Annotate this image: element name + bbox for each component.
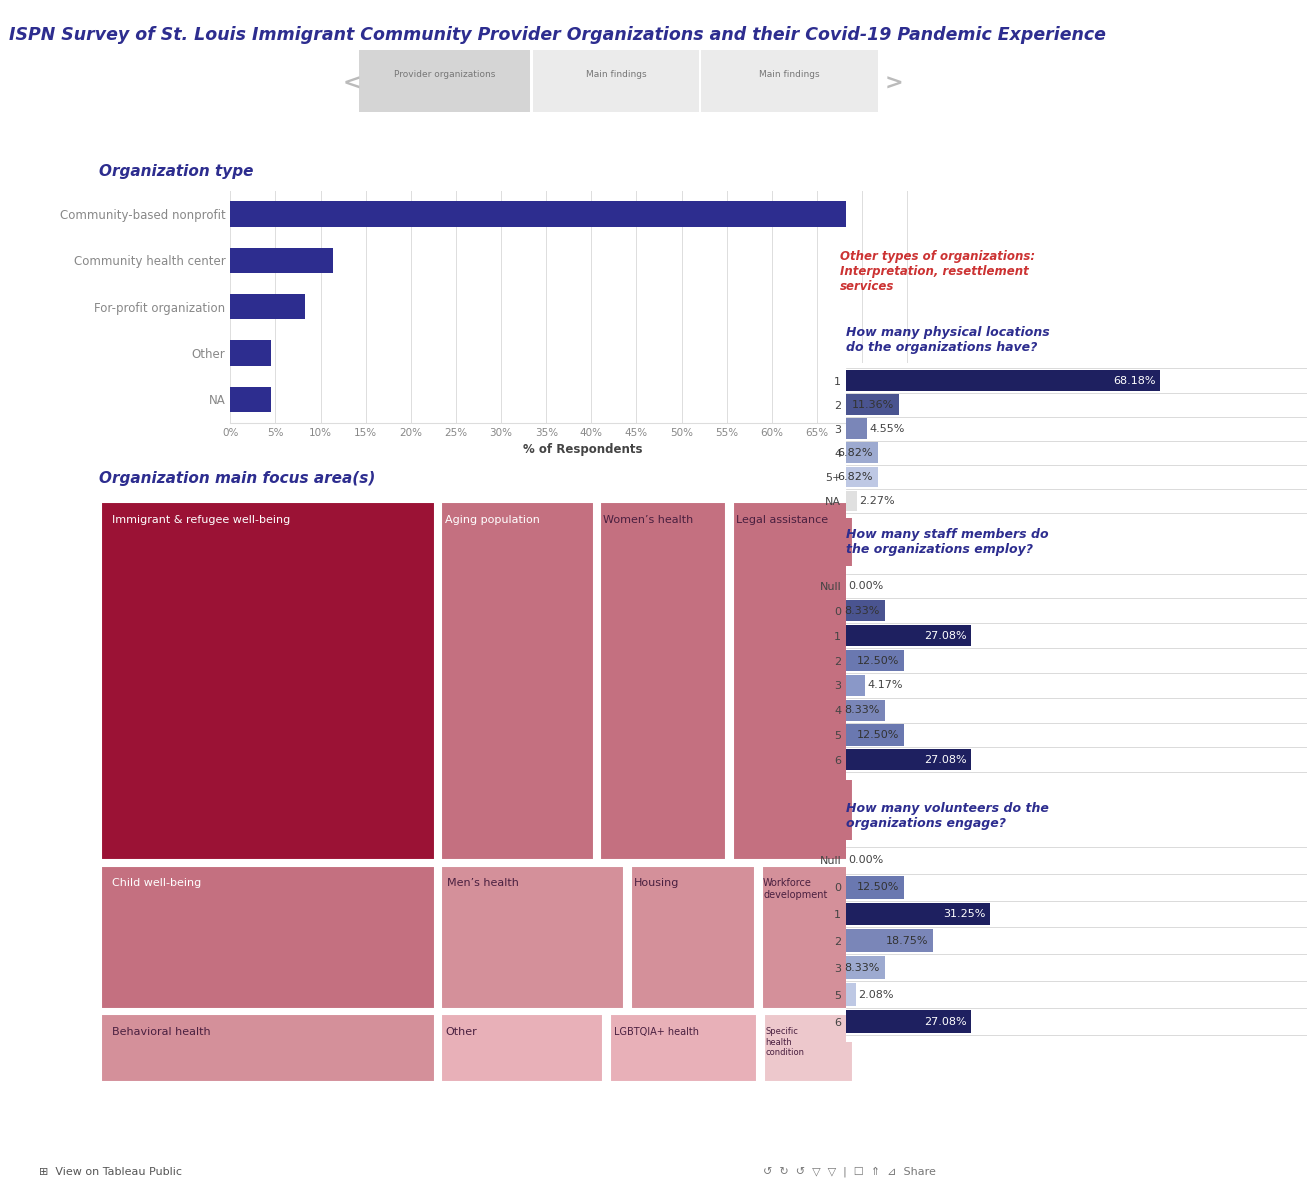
Bar bbox=[846, 929, 933, 953]
Text: How many physical locations
do the organizations have?: How many physical locations do the organ… bbox=[846, 325, 1050, 354]
Text: 4.55%: 4.55% bbox=[870, 424, 905, 434]
Text: Women’s health: Women’s health bbox=[603, 515, 694, 525]
Text: 12.50%: 12.50% bbox=[857, 883, 899, 892]
Bar bbox=[846, 675, 866, 696]
Bar bbox=[846, 491, 857, 511]
Bar bbox=[846, 650, 904, 671]
Bar bbox=[441, 866, 624, 1009]
Text: ↺  ↻  ↺  ▽  ▽  |  ☐  ⇑  ⊿  Share: ↺ ↻ ↺ ▽ ▽ | ☐ ⇑ ⊿ Share bbox=[763, 1166, 936, 1177]
Bar bbox=[846, 724, 904, 746]
Text: Aging population: Aging population bbox=[446, 515, 541, 525]
Bar bbox=[846, 956, 884, 979]
Text: Other: Other bbox=[446, 1027, 478, 1037]
Text: 31.25%: 31.25% bbox=[944, 909, 986, 919]
Text: 12.50%: 12.50% bbox=[857, 655, 899, 666]
Bar bbox=[441, 501, 594, 860]
Text: Immigrant & refugee well-being: Immigrant & refugee well-being bbox=[112, 515, 291, 525]
Bar bbox=[846, 903, 990, 925]
Text: 0.00%: 0.00% bbox=[849, 581, 884, 591]
Text: 11.36%: 11.36% bbox=[851, 399, 894, 410]
Bar bbox=[733, 501, 853, 860]
Text: <: < bbox=[342, 74, 361, 93]
Text: Specific
health
condition: Specific health condition bbox=[766, 1027, 804, 1056]
Text: LGBTQIA+ health: LGBTQIA+ health bbox=[615, 1027, 699, 1037]
Text: 68.18%: 68.18% bbox=[1113, 375, 1155, 386]
X-axis label: % of Respondents: % of Respondents bbox=[522, 443, 642, 456]
Text: Provider organizations: Provider organizations bbox=[393, 70, 496, 80]
Text: >: > bbox=[884, 74, 903, 93]
Text: 12.50%: 12.50% bbox=[857, 730, 899, 740]
Bar bbox=[846, 749, 971, 771]
Bar bbox=[846, 625, 971, 647]
Text: Men’s health: Men’s health bbox=[446, 879, 519, 888]
Text: Main findings: Main findings bbox=[759, 70, 820, 80]
Bar bbox=[846, 984, 855, 1006]
Bar bbox=[846, 467, 878, 487]
Bar bbox=[101, 501, 434, 860]
Bar bbox=[846, 1010, 971, 1033]
Text: 8.33%: 8.33% bbox=[845, 962, 880, 973]
Bar bbox=[846, 875, 904, 898]
Bar bbox=[101, 866, 434, 1009]
Bar bbox=[630, 866, 755, 1009]
Bar bbox=[611, 1015, 757, 1083]
Text: How many volunteers do the
organizations engage?: How many volunteers do the organizations… bbox=[846, 802, 1049, 830]
Text: Legal assistance: Legal assistance bbox=[736, 515, 828, 525]
Text: 2.27%: 2.27% bbox=[859, 495, 895, 506]
Bar bbox=[230, 294, 305, 319]
Bar bbox=[762, 866, 853, 1009]
Text: Child well-being: Child well-being bbox=[112, 879, 201, 888]
Text: 2.08%: 2.08% bbox=[858, 990, 894, 999]
Text: 8.33%: 8.33% bbox=[845, 606, 880, 616]
Bar bbox=[600, 501, 726, 860]
Text: Workforce
development: Workforce development bbox=[763, 879, 828, 900]
Text: Organization type: Organization type bbox=[99, 164, 253, 180]
Bar bbox=[230, 201, 846, 226]
Text: 6.82%: 6.82% bbox=[837, 448, 873, 457]
Text: ISPN Survey of St. Louis Immigrant Community Provider Organizations and their Co: ISPN Survey of St. Louis Immigrant Commu… bbox=[9, 26, 1105, 44]
Text: 4.17%: 4.17% bbox=[867, 680, 903, 691]
Text: Behavioral health: Behavioral health bbox=[112, 1027, 211, 1037]
Text: 27.08%: 27.08% bbox=[924, 755, 966, 765]
Bar bbox=[763, 1015, 853, 1083]
Bar bbox=[846, 443, 878, 463]
Text: 6.82%: 6.82% bbox=[837, 472, 873, 482]
Text: How many staff members do
the organizations employ?: How many staff members do the organizati… bbox=[846, 528, 1049, 556]
Text: Main findings: Main findings bbox=[586, 70, 646, 80]
Text: Organization main focus area(s): Organization main focus area(s) bbox=[99, 470, 375, 486]
Text: ⊞  View on Tableau Public: ⊞ View on Tableau Public bbox=[39, 1167, 183, 1177]
Text: Housing: Housing bbox=[633, 879, 679, 888]
Bar bbox=[846, 600, 884, 622]
Text: 18.75%: 18.75% bbox=[886, 936, 928, 946]
Bar bbox=[101, 1015, 434, 1083]
Text: Other types of organizations:
Interpretation, resettlement
services: Other types of organizations: Interpreta… bbox=[840, 250, 1034, 293]
Bar bbox=[230, 387, 271, 412]
Bar bbox=[846, 418, 867, 438]
Bar bbox=[846, 394, 899, 414]
Text: 0.00%: 0.00% bbox=[849, 855, 884, 866]
Text: 27.08%: 27.08% bbox=[924, 1016, 966, 1027]
Text: 27.08%: 27.08% bbox=[924, 631, 966, 641]
Bar bbox=[230, 248, 333, 273]
Bar bbox=[846, 699, 884, 721]
Text: 8.33%: 8.33% bbox=[845, 705, 880, 715]
Bar bbox=[230, 341, 271, 366]
Bar bbox=[441, 1015, 604, 1083]
Bar bbox=[846, 370, 1161, 391]
